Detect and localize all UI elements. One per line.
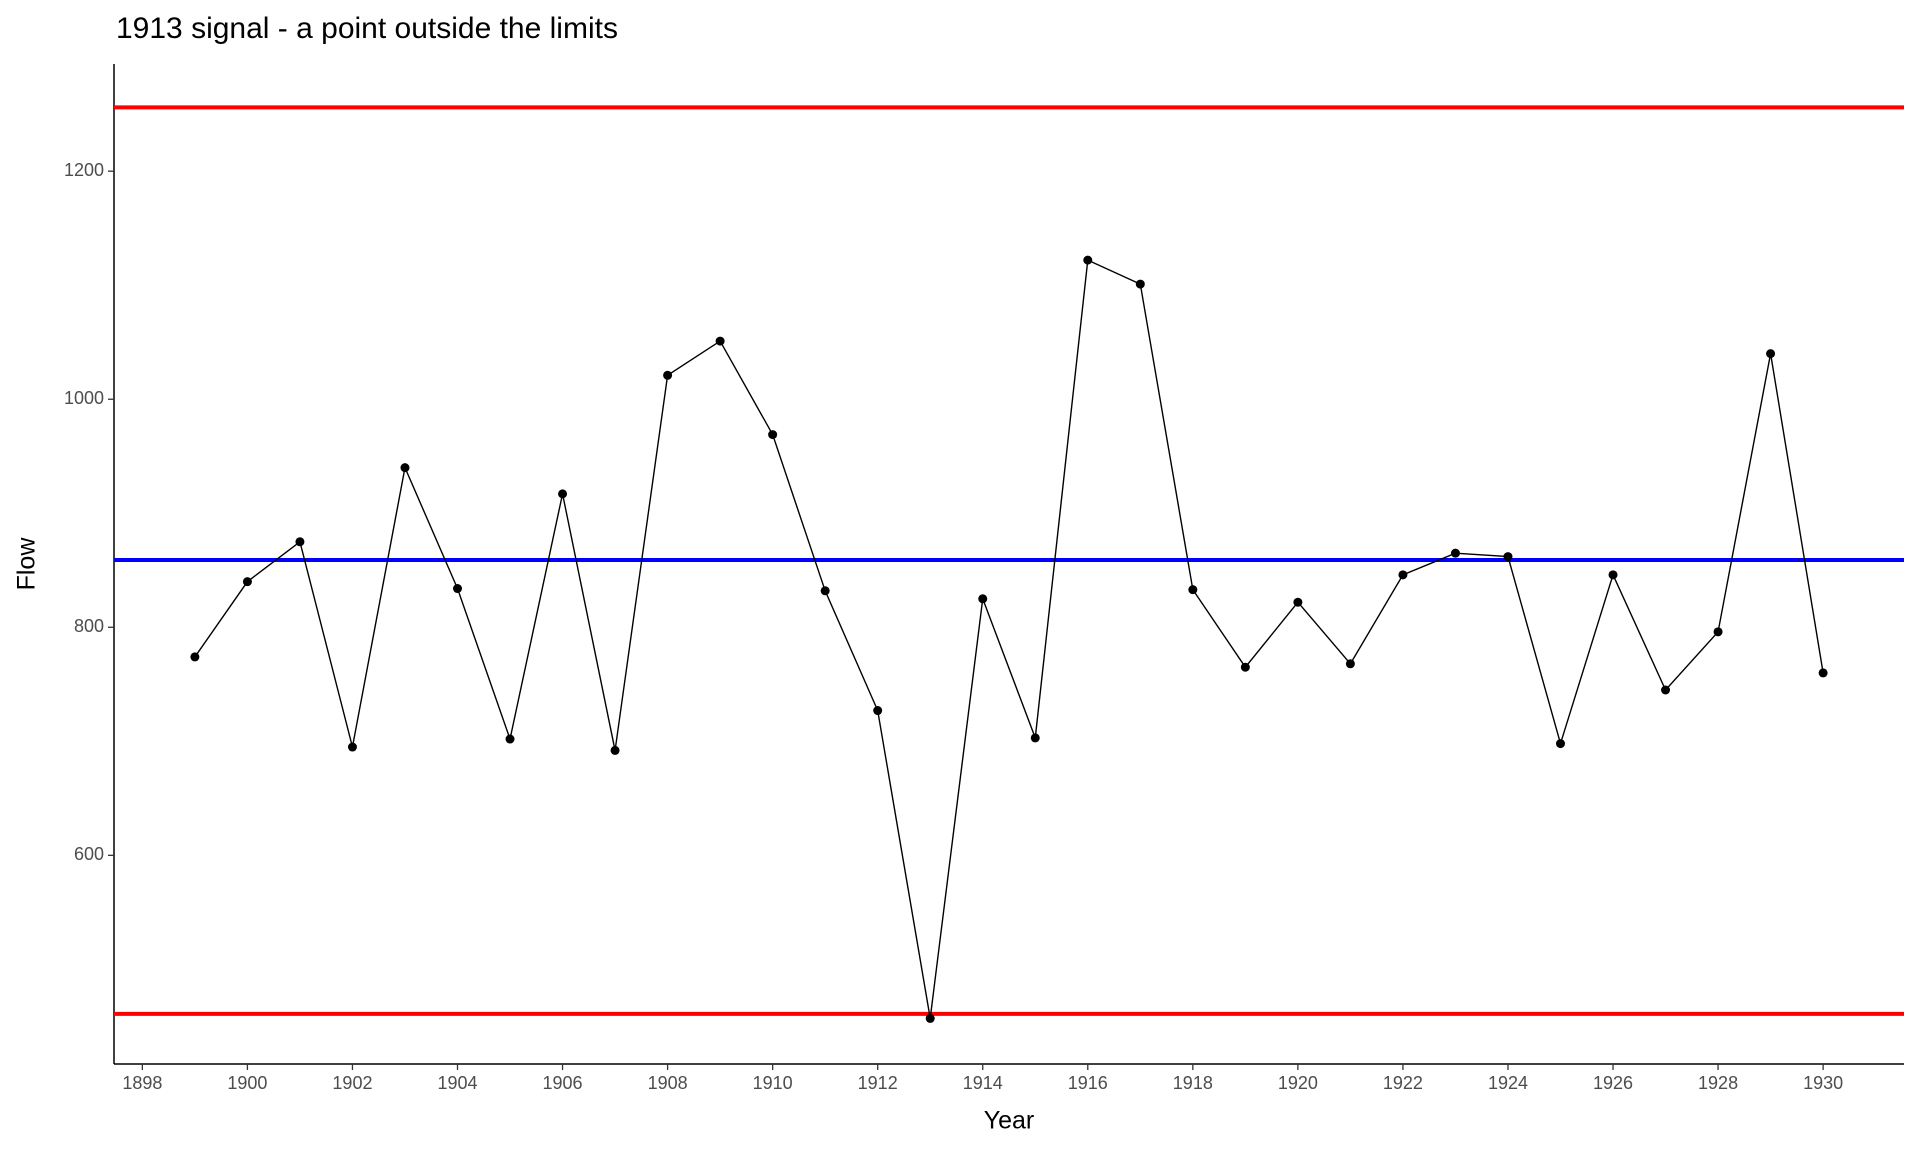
data-point xyxy=(558,489,568,499)
data-point xyxy=(978,594,988,604)
data-point xyxy=(400,463,410,473)
x-tick-label: 1922 xyxy=(1383,1073,1423,1093)
data-point xyxy=(1398,570,1408,580)
x-tick-label: 1902 xyxy=(332,1073,372,1093)
data-point xyxy=(1503,552,1513,562)
x-tick-label: 1916 xyxy=(1068,1073,1108,1093)
data-point xyxy=(505,734,515,744)
data-point xyxy=(1661,685,1671,695)
y-axis-title: Flow xyxy=(13,537,41,591)
x-tick-label: 1918 xyxy=(1173,1073,1213,1093)
data-point xyxy=(715,336,725,346)
data-point xyxy=(453,584,463,594)
data-point xyxy=(610,745,620,755)
x-tick-label: 1930 xyxy=(1803,1073,1843,1093)
x-tick-label: 1908 xyxy=(648,1073,688,1093)
x-tick-label: 1898 xyxy=(122,1073,162,1093)
chart-title: 1913 signal - a point outside the limits xyxy=(116,12,618,45)
data-point xyxy=(1083,255,1093,265)
data-point xyxy=(1293,597,1303,607)
data-point xyxy=(768,430,778,440)
x-tick-label: 1928 xyxy=(1698,1073,1738,1093)
y-tick-label: 800 xyxy=(74,616,104,636)
x-tick-label: 1920 xyxy=(1278,1073,1318,1093)
data-point xyxy=(190,652,200,662)
data-point xyxy=(1188,585,1198,595)
x-tick-label: 1924 xyxy=(1488,1073,1528,1093)
x-tick-label: 1910 xyxy=(753,1073,793,1093)
y-tick-label: 600 xyxy=(74,844,104,864)
data-point xyxy=(1766,349,1776,359)
data-point xyxy=(242,577,252,587)
data-point xyxy=(1030,733,1040,743)
x-tick-label: 1912 xyxy=(858,1073,898,1093)
data-point xyxy=(1608,570,1618,580)
data-point xyxy=(1450,548,1460,558)
y-tick-label: 1000 xyxy=(64,388,104,408)
x-tick-label: 1926 xyxy=(1593,1073,1633,1093)
data-point xyxy=(1713,627,1723,637)
x-tick-label: 1900 xyxy=(227,1073,267,1093)
x-tick-label: 1914 xyxy=(963,1073,1003,1093)
x-tick-label: 1904 xyxy=(437,1073,477,1093)
x-axis-title: Year xyxy=(984,1107,1035,1135)
data-point xyxy=(925,1013,935,1023)
data-point xyxy=(663,370,673,380)
data-point xyxy=(1818,668,1828,678)
data-point xyxy=(873,706,883,716)
data-point xyxy=(1345,659,1355,669)
data-point xyxy=(1240,662,1250,672)
x-tick-label: 1906 xyxy=(543,1073,583,1093)
series-line xyxy=(194,259,1824,1019)
data-point xyxy=(820,586,830,596)
y-tick-label: 1200 xyxy=(64,160,104,180)
data-point xyxy=(295,537,305,547)
data-point xyxy=(1135,279,1145,289)
data-point xyxy=(1555,739,1565,749)
data-point xyxy=(347,742,357,752)
